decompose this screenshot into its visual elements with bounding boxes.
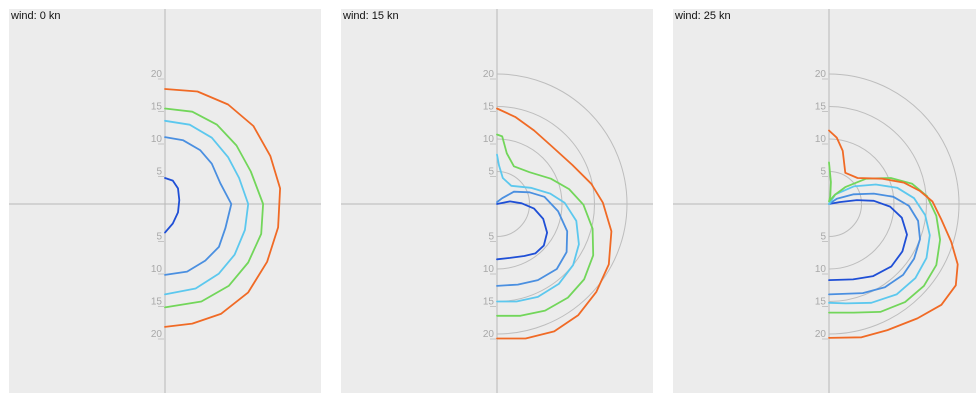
tick-label: 20 — [815, 69, 827, 80]
tick-label: 10 — [815, 134, 827, 145]
tick-label: 10 — [483, 264, 495, 275]
tick-label: 5 — [820, 167, 826, 178]
tick-label: 5 — [156, 232, 162, 243]
panel-title: wind: 0 kn — [11, 10, 61, 22]
tick-label: 15 — [815, 102, 827, 113]
reference-circle — [496, 171, 530, 237]
polar-panel-2: 20 15 10 5 5 10 15 20 wind: 15 kn — [341, 9, 653, 393]
reference-circle — [828, 171, 862, 237]
polar-curve — [828, 183, 931, 305]
reference-circle — [496, 73, 628, 335]
tick-label: 10 — [483, 134, 495, 145]
polar-curve — [164, 88, 282, 328]
tick-label: 5 — [488, 167, 494, 178]
polar-curve — [828, 129, 959, 339]
reference-circle — [828, 138, 895, 270]
polar-curve — [164, 119, 250, 296]
tick-label: 20 — [815, 329, 827, 340]
tick-label: 15 — [483, 102, 495, 113]
polar-curve — [496, 107, 613, 340]
panel-title: wind: 15 kn — [343, 10, 399, 22]
polar-plot-1: 20 15 10 5 5 10 15 20 — [9, 9, 321, 393]
reference-circle — [496, 138, 563, 270]
reference-circle — [828, 73, 960, 335]
polar-curve — [164, 107, 265, 309]
polar-panel-1: 20 15 10 5 5 10 15 20 wind: 0 kn — [9, 9, 321, 393]
polar-plot-3: 20 15 10 5 5 10 15 20 — [673, 9, 976, 393]
tick-label: 15 — [151, 102, 163, 113]
tick-label: 10 — [151, 264, 163, 275]
polar-curve — [496, 153, 580, 303]
tick-label: 20 — [151, 69, 163, 80]
tick-label: 5 — [820, 232, 826, 243]
polar-curve — [164, 136, 233, 276]
reference-circle — [496, 106, 595, 302]
tick-label: 20 — [483, 329, 495, 340]
tick-label: 15 — [815, 297, 827, 308]
tick-label: 5 — [488, 232, 494, 243]
polar-curve — [496, 133, 595, 317]
tick-label: 10 — [151, 134, 163, 145]
polar-curve — [496, 190, 569, 287]
tick-label: 5 — [156, 167, 162, 178]
tick-label: 20 — [483, 69, 495, 80]
polar-curve — [164, 177, 181, 234]
polar-curve — [496, 200, 549, 261]
polar-panel-3: 20 15 10 5 5 10 15 20 wind: 25 kn — [673, 9, 976, 393]
polar-curve — [828, 199, 908, 282]
tick-label: 15 — [483, 297, 495, 308]
polar-curve — [828, 192, 921, 296]
tick-label: 15 — [151, 297, 163, 308]
tick-label: 10 — [815, 264, 827, 275]
panel-title: wind: 25 kn — [675, 10, 731, 22]
tick-label: 20 — [151, 329, 163, 340]
polar-plot-2: 20 15 10 5 5 10 15 20 — [341, 9, 653, 393]
